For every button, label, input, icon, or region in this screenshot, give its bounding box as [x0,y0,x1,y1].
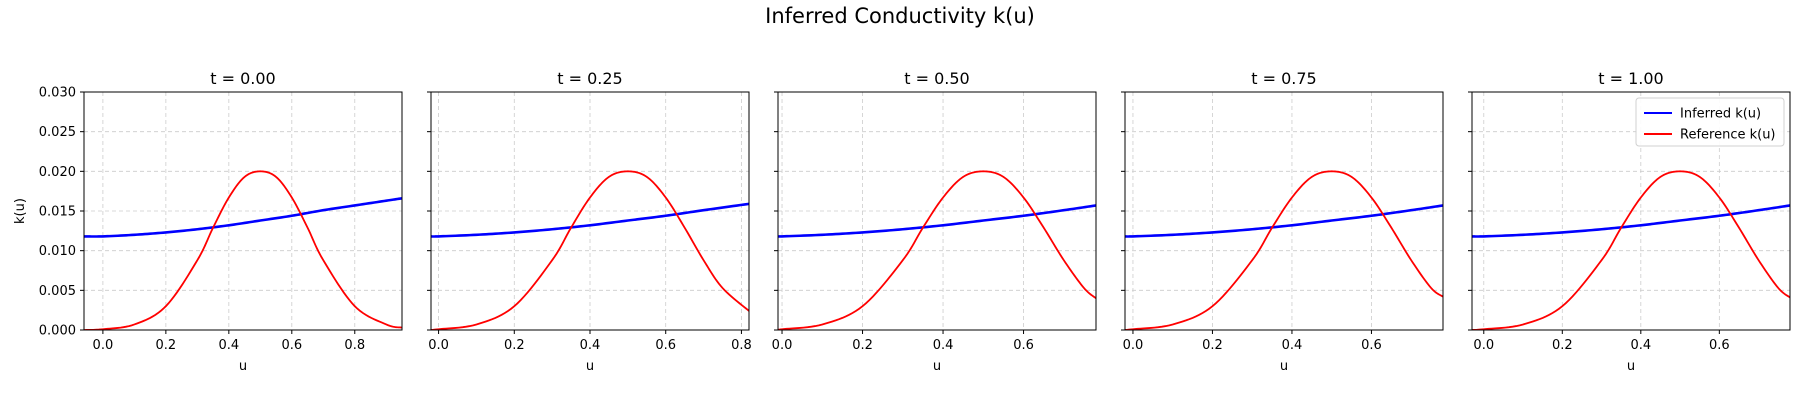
x-axis-label: u [933,359,941,374]
y-tick-label: 0.025 [39,125,76,140]
axes-frame [1124,91,1444,331]
x-tick-label: 0.6 [1013,338,1034,353]
legend: Inferred k(u) Reference k(u) [1635,97,1785,147]
x-tick-label: 0.0 [1473,338,1494,353]
x-tick-label: 0.6 [281,338,302,353]
inferred-k-line [778,204,1096,238]
legend-label: Inferred k(u) [1680,107,1761,122]
x-tick-label: 0.6 [1709,338,1730,353]
x-tick-label: 0.6 [1361,338,1382,353]
grid [84,91,402,331]
panel-title: t = 0.50 [904,69,969,88]
reference-k-line [778,170,1096,330]
x-tick-label: 0.0 [93,338,114,353]
x-tick-label: 0.4 [933,338,954,353]
x-tick-label: 0.0 [1123,338,1144,353]
legend-box [1635,97,1785,147]
x-tick-label: 0.4 [1282,338,1303,353]
x-axis-label: u [1280,359,1288,374]
chart-panel-4: 0.0 0.2 0.4 0.6 t = 1.00 u Inferred k(u) Refere… [1468,69,1791,374]
y-tick-label: 0.005 [39,284,76,299]
x-tick-label: 0.2 [1552,338,1573,353]
grid [778,91,1096,331]
y-tick-label: 0.020 [39,165,76,180]
x-tick-label: 0.6 [655,338,676,353]
x-tick-label: 0.0 [428,338,449,353]
reference-k-line [1472,170,1790,330]
x-tick-label: 0.4 [218,338,239,353]
panel-title: t = 0.25 [557,69,622,88]
x-tick-label: 0.2 [1202,338,1223,353]
y-tick-label: 0.000 [39,324,76,339]
y-tick-label: 0.015 [39,205,76,220]
reference-k-line [431,170,749,330]
reference-k-line [1125,170,1443,330]
y-tick-label: 0.010 [39,244,76,259]
panel-title: t = 1.00 [1598,69,1663,88]
chart-panel-3: 0.0 0.2 0.4 0.6 t = 0.75 u [1121,69,1444,374]
x-tick-label: 0.2 [156,338,177,353]
x-tick-label: 0.2 [504,338,525,353]
axes-frame [777,91,1097,331]
axes-frame [83,91,403,331]
chart-panel-0: 0.0 0.2 0.4 0.6 0.8 0.000 0.005 0.010 0.015 0.020… [13,69,403,374]
y-tick-label: 0.030 [39,86,76,101]
y-axis-label: k(u) [13,198,28,224]
figure-title: Inferred Conductivity k(u) [765,4,1035,28]
panel-title: t = 0.00 [210,69,275,88]
x-tick-label: 0.4 [1630,338,1651,353]
chart-panels: 0.0 0.2 0.4 0.6 0.8 0.000 0.005 0.010 0.015 0.020… [13,69,1791,374]
x-axis-label: u [239,359,247,374]
panel-title: t = 0.75 [1251,69,1316,88]
x-tick-label: 0.0 [772,338,793,353]
legend-label: Reference k(u) [1680,128,1776,143]
x-axis-label: u [1627,359,1635,374]
grid [1125,91,1443,331]
x-tick-label: 0.2 [852,338,873,353]
inferred-k-line [84,197,402,238]
x-tick-label: 0.8 [731,338,752,353]
reference-k-line [84,170,402,330]
x-axis-label: u [586,359,594,374]
chart-panel-2: 0.0 0.2 0.4 0.6 t = 0.50 u [772,69,1097,374]
chart-panel-1: 0.0 0.2 0.4 0.6 0.8 t = 0.25 u [427,69,752,374]
x-tick-label: 0.8 [344,338,365,353]
x-tick-label: 0.4 [580,338,601,353]
